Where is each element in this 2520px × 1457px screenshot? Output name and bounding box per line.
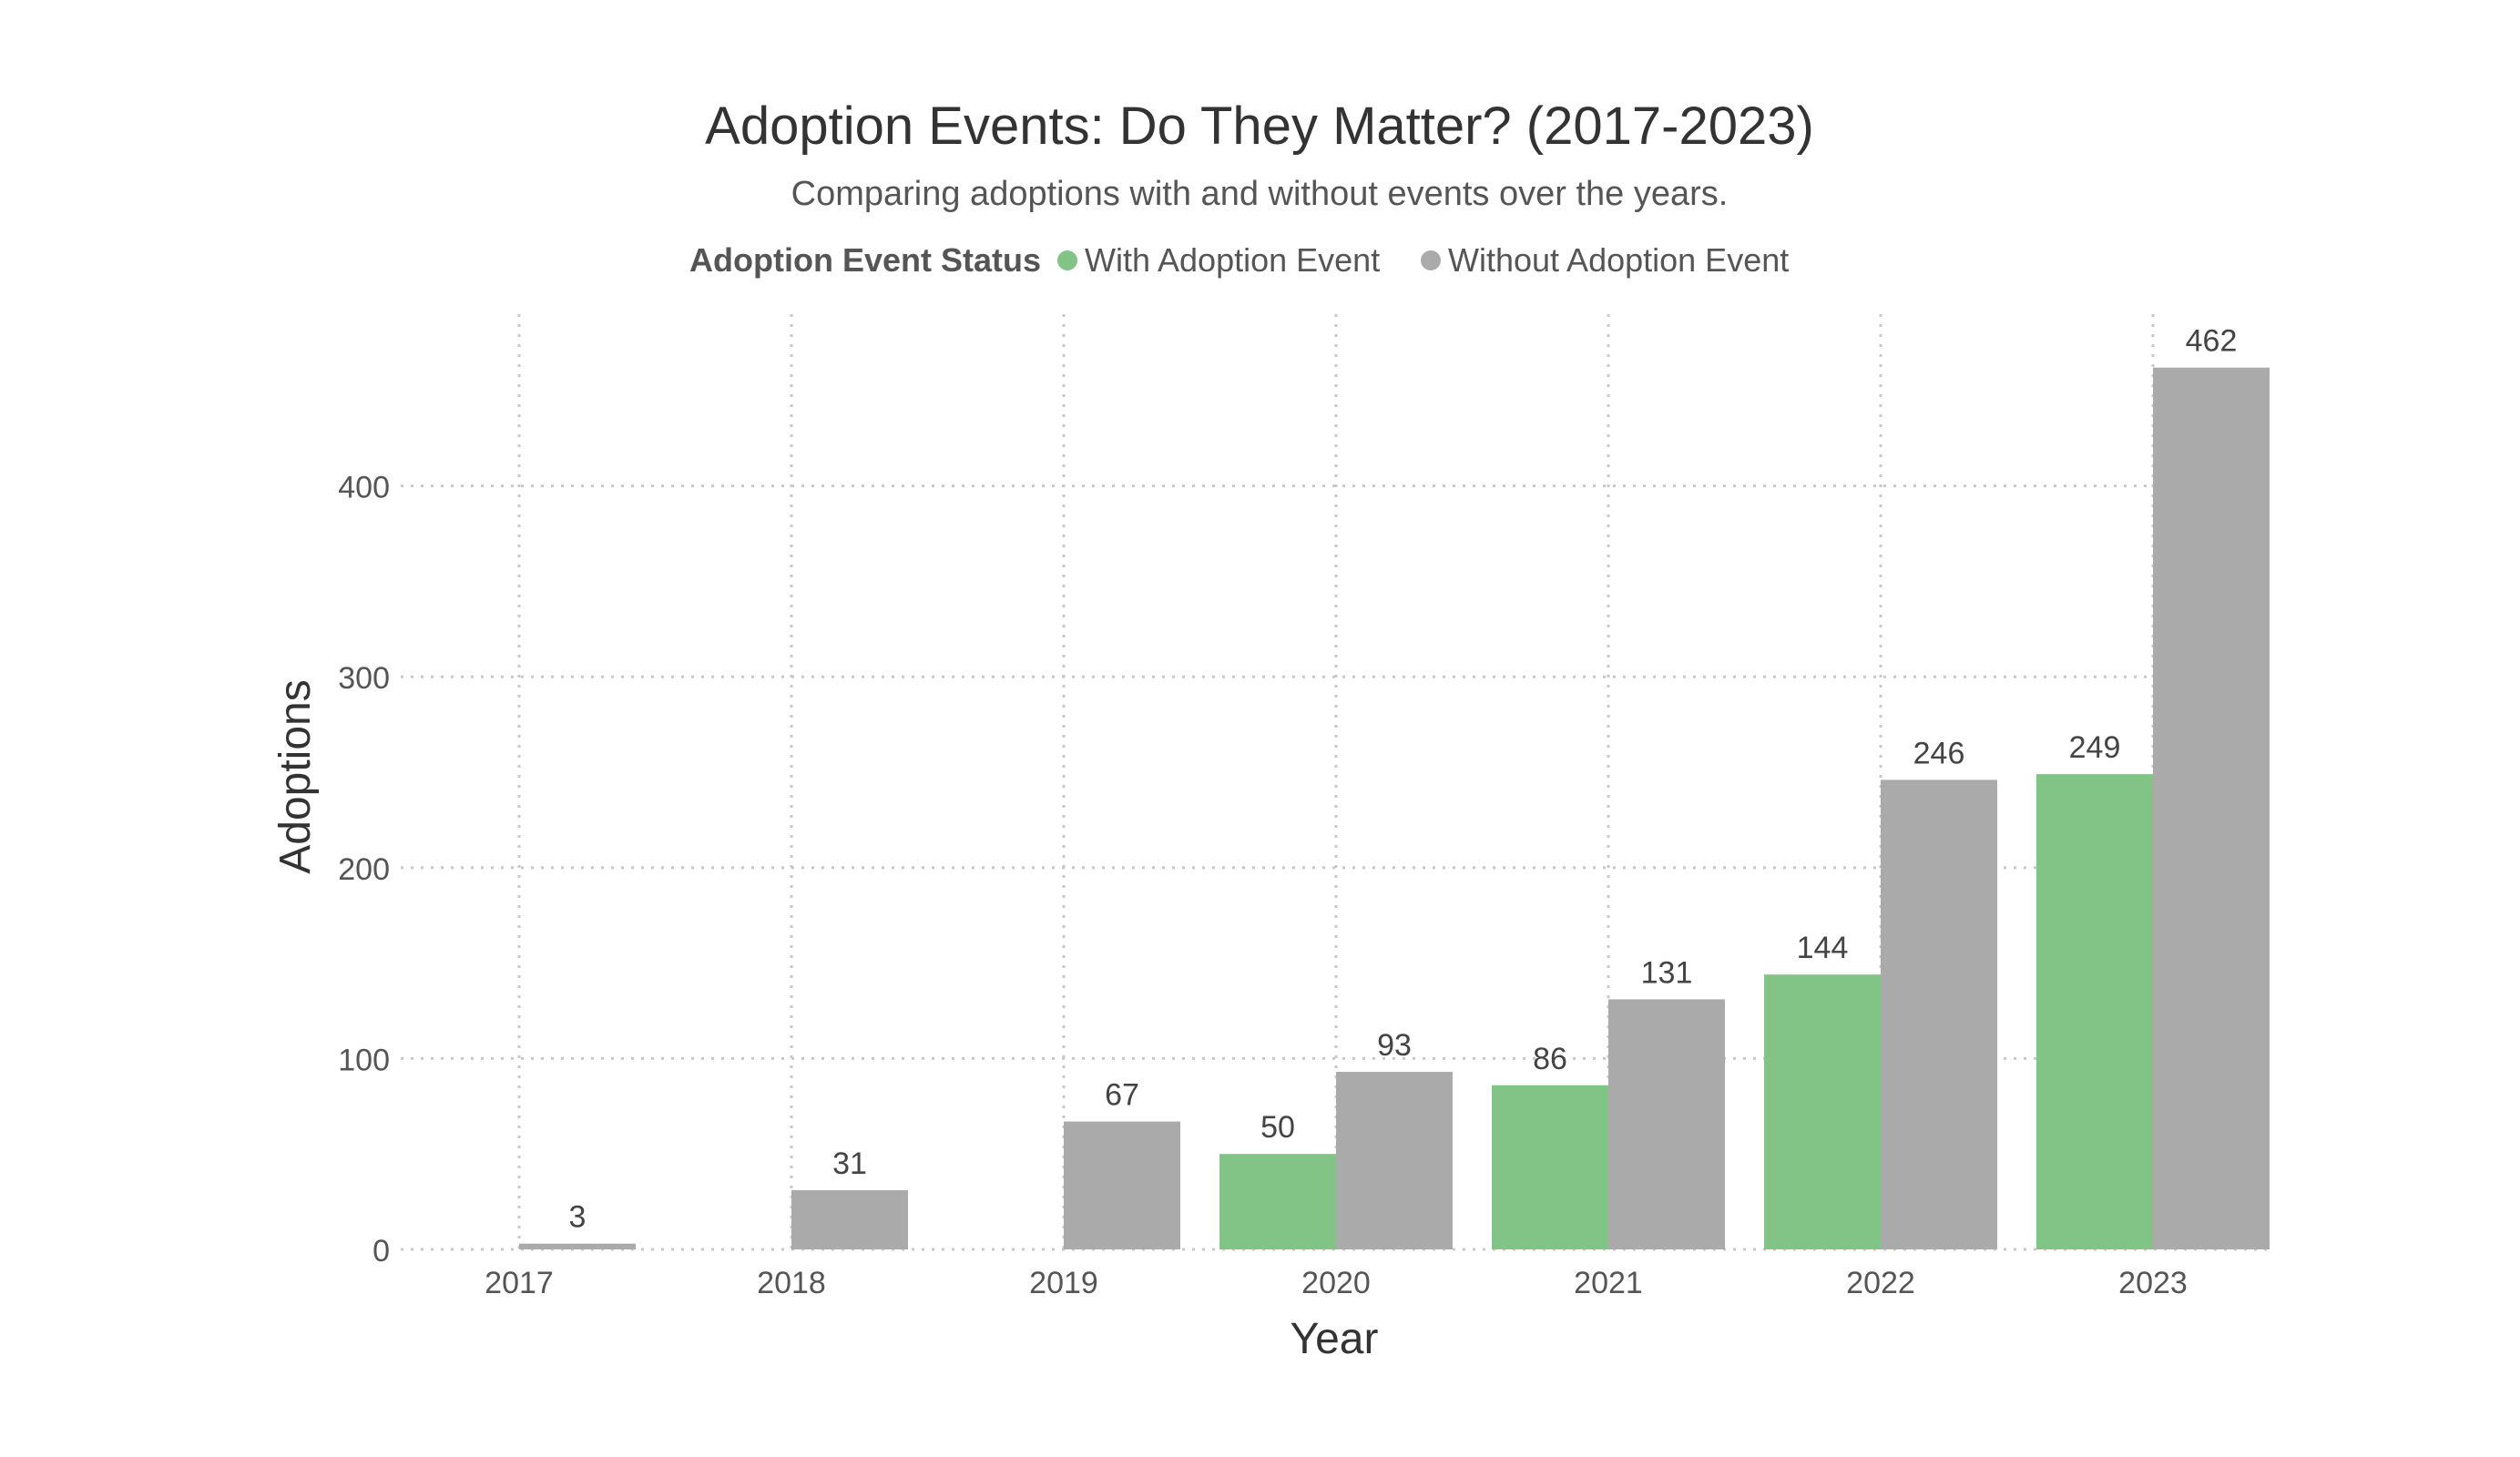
legend-marker <box>1057 250 1077 270</box>
bar-without-event <box>1608 999 1725 1249</box>
bar-without-event <box>791 1190 908 1249</box>
x-tick-label: 2019 <box>1029 1266 1098 1300</box>
bar-without-event <box>1881 779 1997 1249</box>
data-label: 462 <box>2186 324 2238 359</box>
bar-with-event <box>2036 774 2153 1249</box>
y-tick-label: 300 <box>338 661 390 696</box>
data-label: 31 <box>832 1146 867 1181</box>
bar-with-event <box>1219 1154 1336 1249</box>
data-label: 93 <box>1377 1028 1412 1063</box>
bar-with-event <box>1764 974 1881 1249</box>
data-label: 144 <box>1797 931 1849 965</box>
bar-without-event <box>2153 367 2270 1250</box>
x-tick-label: 2017 <box>485 1266 554 1300</box>
bars <box>519 367 2270 1250</box>
data-label: 249 <box>2069 730 2121 765</box>
data-label: 3 <box>569 1200 587 1235</box>
x-tick-label: 2018 <box>757 1266 826 1300</box>
bar-with-event <box>1492 1085 1608 1249</box>
bar-without-event <box>519 1243 636 1249</box>
data-label: 50 <box>1260 1110 1295 1145</box>
x-axis-label: Year <box>1291 1315 1379 1363</box>
y-tick-label: 0 <box>372 1234 390 1269</box>
legend-title: Adoption Event Status <box>689 241 1041 279</box>
data-label: 67 <box>1105 1078 1139 1113</box>
data-label: 246 <box>1913 736 1965 770</box>
data-labels: 3 31 67 50 93 86 131 144 246 249 462 <box>569 324 2238 1235</box>
legend: Adoption Event Status With Adoption Event… <box>689 241 1789 279</box>
y-tick-label: 400 <box>338 471 390 505</box>
x-axis: 2017 2018 2019 2020 2021 2022 2023 <box>485 1266 2188 1300</box>
legend-marker <box>1421 250 1441 270</box>
y-axis-label: Adoptions <box>271 679 320 874</box>
data-label: 131 <box>1641 955 1693 990</box>
x-tick-label: 2022 <box>1846 1266 1915 1300</box>
chart-subtitle: Comparing adoptions with and without eve… <box>791 175 1729 213</box>
bar-without-event <box>1064 1121 1180 1249</box>
y-tick-label: 100 <box>338 1043 390 1077</box>
chart-title: Adoption Events: Do They Matter? (2017-2… <box>705 97 1814 156</box>
x-tick-label: 2021 <box>1574 1266 1643 1300</box>
data-label: 86 <box>1533 1042 1567 1076</box>
bar-without-event <box>1336 1072 1453 1249</box>
x-tick-label: 2023 <box>2118 1266 2188 1300</box>
x-tick-label: 2020 <box>1301 1266 1371 1300</box>
legend-item: Without Adoption Event <box>1448 241 1789 279</box>
y-tick-label: 200 <box>338 852 390 887</box>
legend-item: With Adoption Event <box>1085 241 1380 279</box>
y-axis: 0 100 200 300 400 <box>338 471 390 1269</box>
